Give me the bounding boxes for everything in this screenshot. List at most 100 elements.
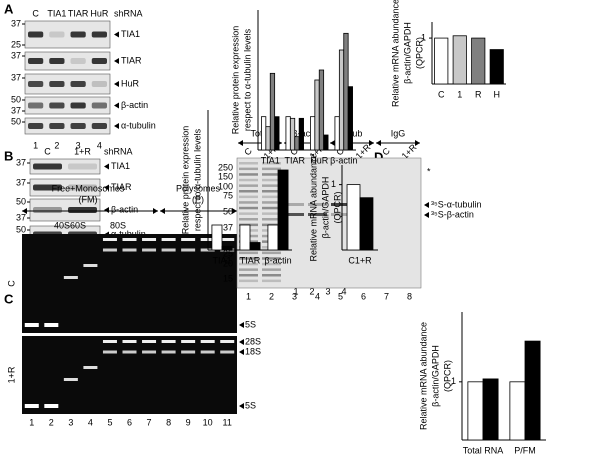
mw-label: 50 xyxy=(11,94,21,104)
lane-number: 8 xyxy=(407,291,412,301)
x-tick-label: TIA1 xyxy=(261,155,280,165)
x-tick-label: 1 xyxy=(457,89,462,99)
y-axis-label: Relative mRNA abundance xyxy=(308,153,318,261)
protein-label: TIA1 xyxy=(111,161,130,171)
gel-band xyxy=(262,190,281,193)
gel-band xyxy=(142,238,157,241)
bar xyxy=(343,32,349,151)
arrow-head xyxy=(114,58,119,64)
peak-label: 80S xyxy=(110,220,126,230)
protein-label: ³⁵S-β-actin xyxy=(431,209,474,219)
blot-band xyxy=(49,123,65,129)
arrow-head xyxy=(232,208,237,214)
blot-band xyxy=(70,58,86,64)
gel-band xyxy=(262,206,281,210)
arrow-head xyxy=(114,31,119,38)
y-axis-label: β-actin/GAPDH xyxy=(430,345,440,407)
gel-band xyxy=(220,340,235,343)
gel-band xyxy=(239,184,258,187)
lane-number: 5 xyxy=(338,291,343,301)
y-axis-label: Relative protein expression xyxy=(180,126,190,235)
lane-label: TIAR xyxy=(68,8,89,18)
lane-number: 1 xyxy=(293,286,298,296)
gel-band xyxy=(239,167,258,171)
fraction-header: Free+Monosomes xyxy=(52,183,125,193)
lane-number: 2 xyxy=(54,140,59,150)
protein-label: TIAR xyxy=(111,182,132,192)
bar xyxy=(323,134,329,151)
bar xyxy=(294,136,300,151)
gel-band xyxy=(262,173,281,176)
blot-band xyxy=(91,102,107,109)
bar xyxy=(338,49,345,151)
y-axis-label: respect to α-tubulin levels xyxy=(242,28,252,131)
arrow-head xyxy=(153,208,158,214)
y-axis-label: Relative protein expression xyxy=(230,26,240,135)
mw-label: 15 xyxy=(223,273,233,283)
gel-band xyxy=(262,218,281,221)
gel-band xyxy=(200,350,215,354)
gel-band xyxy=(83,366,98,369)
gel-band xyxy=(44,323,59,327)
gel-band xyxy=(262,251,281,255)
gel-band xyxy=(262,201,281,204)
gel-band xyxy=(122,248,137,252)
gel-band xyxy=(63,276,78,279)
arrow-head xyxy=(104,163,109,170)
arrow-head xyxy=(415,140,420,146)
bar xyxy=(211,224,223,251)
gel-band xyxy=(161,350,176,354)
lane-label: HuR xyxy=(90,8,109,18)
gel-band xyxy=(239,257,258,260)
panel-letter: D xyxy=(374,149,383,164)
rrna-marker: 5S xyxy=(245,319,256,329)
blot-band xyxy=(28,81,44,87)
gel-band xyxy=(331,213,350,216)
bar xyxy=(452,35,467,85)
gel-band xyxy=(181,350,196,354)
gel-band xyxy=(102,238,117,241)
fraction-header: Polysomes xyxy=(176,183,221,193)
lane-number: 10 xyxy=(203,417,213,427)
arrow-head xyxy=(330,140,335,146)
mw-label: 20 xyxy=(223,258,233,268)
blot-strip xyxy=(29,158,101,175)
blot-band xyxy=(33,163,62,170)
y-axis-label: Relative mRNA abundance xyxy=(390,0,400,107)
bar xyxy=(489,49,504,85)
y-axis-label: (QPCR) xyxy=(332,192,342,224)
row-label: 1+R xyxy=(6,366,16,383)
bar xyxy=(524,340,541,441)
x-tick-label: C1+R xyxy=(348,255,372,265)
lane-number: 1 xyxy=(33,140,38,150)
blot-band xyxy=(28,102,44,109)
arrow-head xyxy=(104,207,109,213)
gel-band xyxy=(262,184,281,187)
group-label: IgG xyxy=(391,128,406,138)
rrna-marker: 5S xyxy=(245,400,256,410)
gel-band xyxy=(262,162,281,165)
blot-strip xyxy=(24,117,111,135)
gel-band xyxy=(239,218,258,221)
y-tick-label: 1 xyxy=(331,179,336,189)
bar xyxy=(509,381,526,441)
gel-band xyxy=(239,251,258,255)
blot-band xyxy=(70,102,86,109)
blot-band xyxy=(28,31,44,38)
bar xyxy=(239,224,251,251)
blot-band xyxy=(68,184,97,191)
gel-band xyxy=(220,238,235,241)
blot-band xyxy=(28,123,44,129)
arrow-head xyxy=(114,102,119,109)
lane-number: 11 xyxy=(223,417,232,427)
arrow-head xyxy=(239,403,244,409)
lane-header: shRNA xyxy=(114,8,143,18)
bar xyxy=(471,37,486,85)
protein-label: α-tubulin xyxy=(111,229,146,239)
lane-number: 6 xyxy=(361,291,366,301)
gel-band xyxy=(63,378,78,381)
gel-band xyxy=(239,178,258,182)
gel-band xyxy=(262,274,281,277)
x-tick-label: Total RNA xyxy=(463,445,504,454)
